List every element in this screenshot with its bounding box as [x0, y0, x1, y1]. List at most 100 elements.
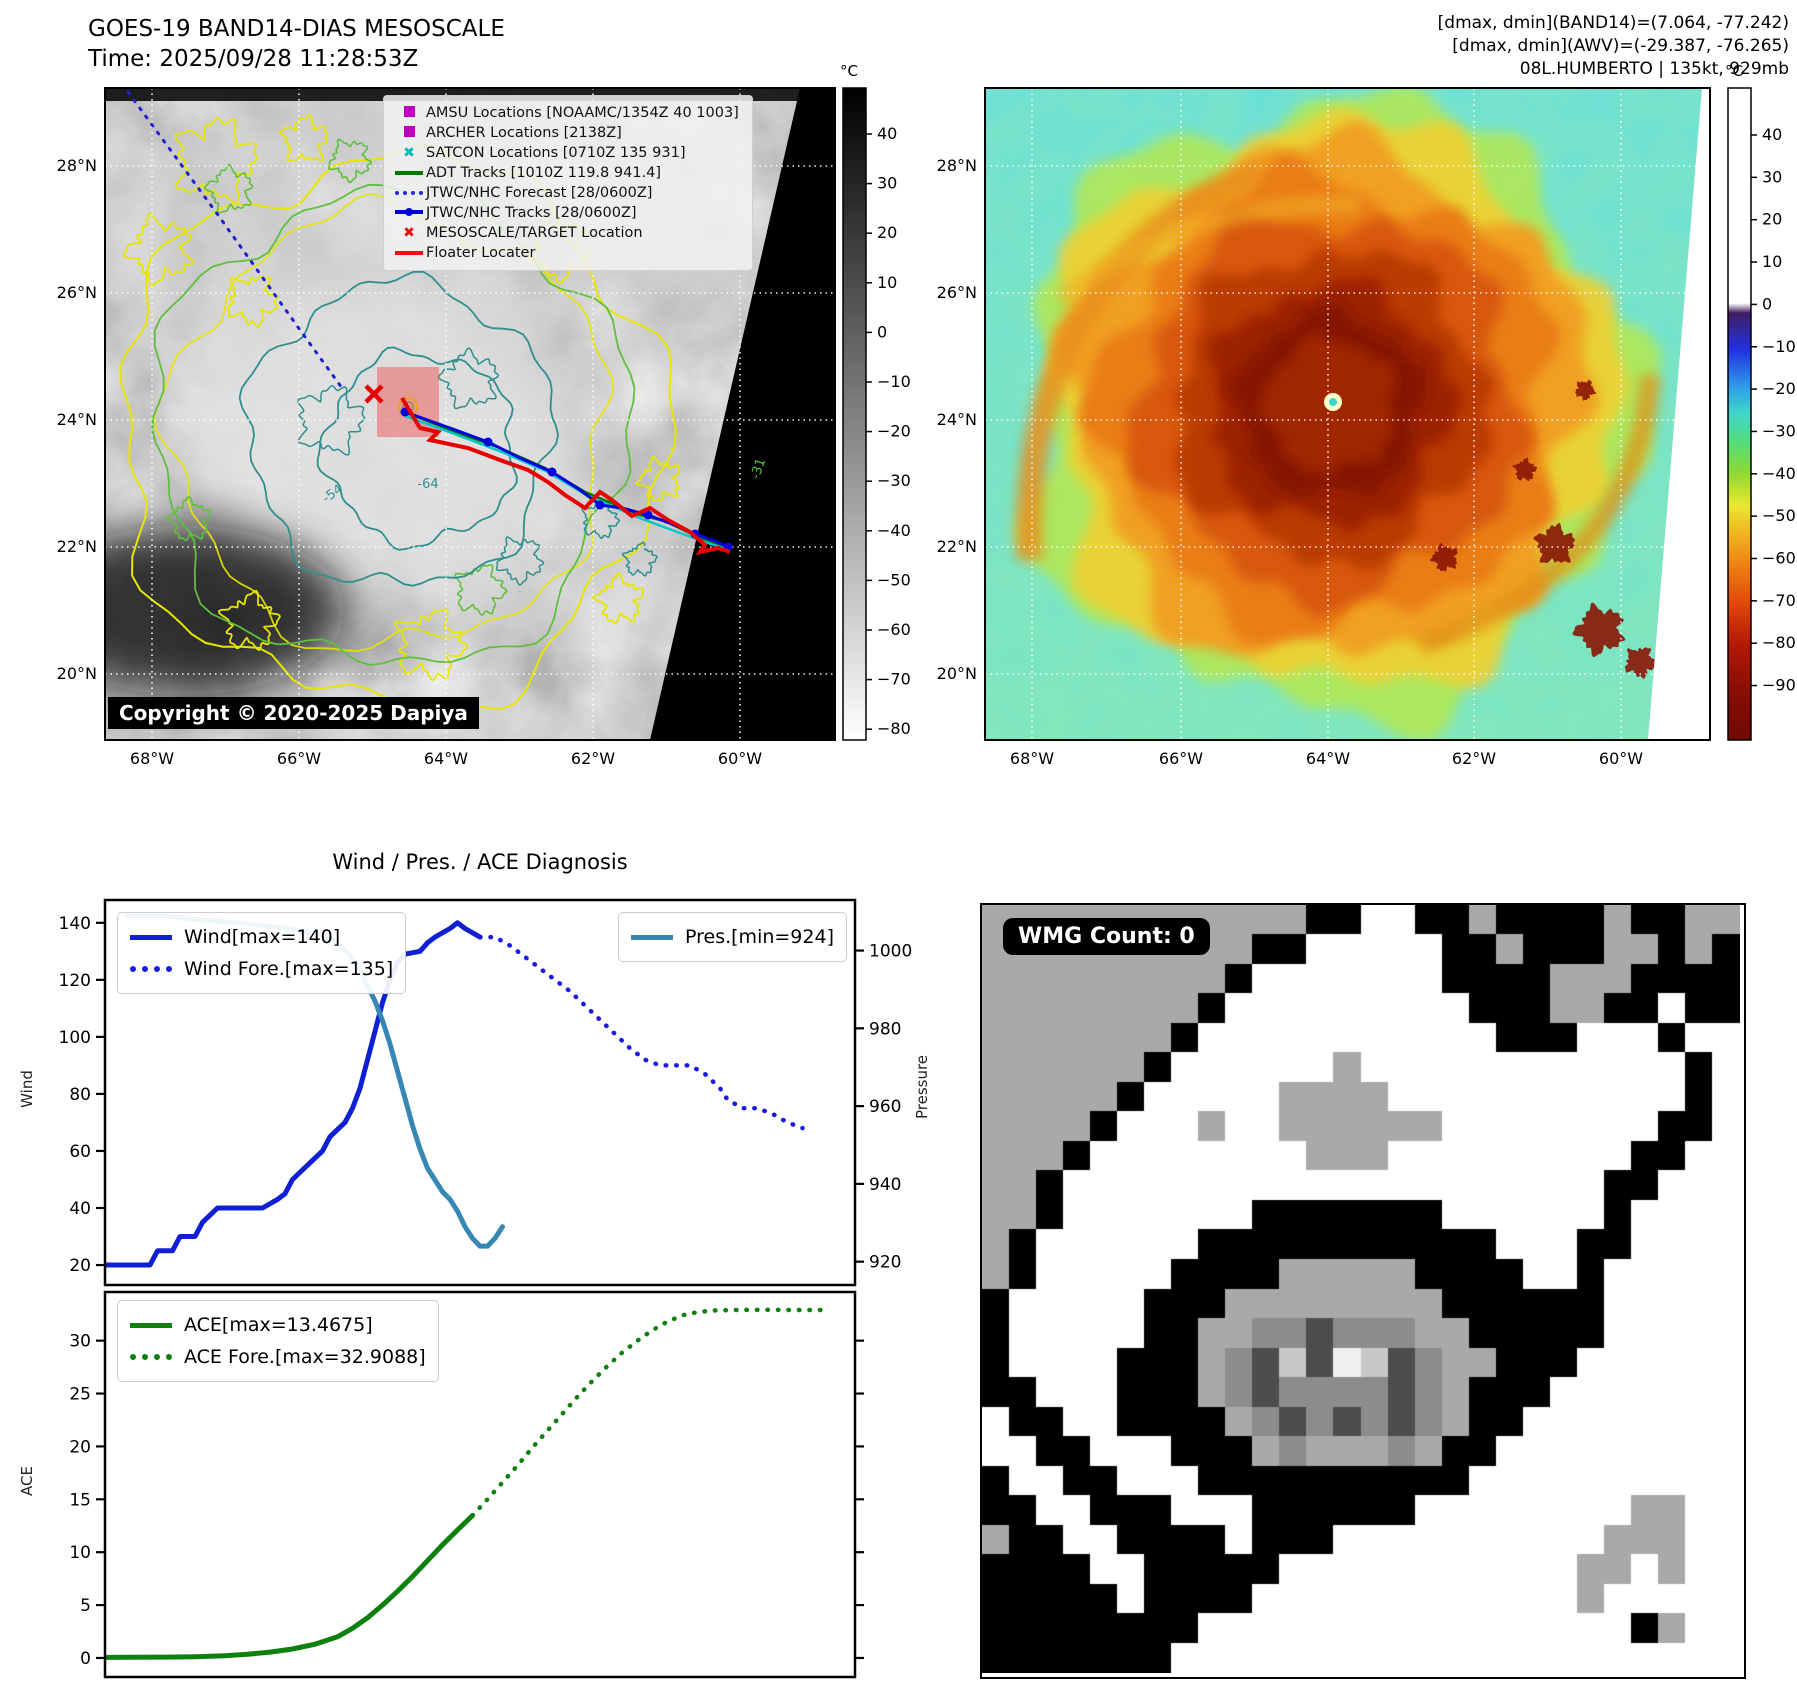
wmg-pixel-image	[982, 905, 1740, 1673]
line-marker-icon	[392, 245, 426, 261]
legend-label: Floater Locater	[426, 245, 536, 261]
diagnosis-title: Wind / Pres. / ACE Diagnosis	[332, 850, 628, 874]
legend-label: AMSU Locations [NOAAMC/1354Z 40 1003]	[426, 105, 739, 121]
lon-label: 64°W	[1306, 749, 1350, 768]
y-tick-label: 40	[69, 1199, 91, 1219]
legend-item: ACE Fore.[max=32.9088]	[130, 1341, 426, 1373]
lat-label: 22°N	[937, 537, 977, 556]
ir-colorbar-title: °C	[1725, 62, 1743, 80]
lat-label: 28°N	[57, 156, 97, 175]
legend-label: JTWC/NHC Forecast [28/0600Z]	[426, 185, 653, 201]
legend-label: Wind Fore.[max=135]	[184, 958, 394, 980]
ace-forecast-sample	[130, 1354, 172, 1360]
legend-item-target: ✖ MESOSCALE/TARGET Location	[392, 223, 744, 243]
colorbar-tick-label: 20	[1762, 210, 1782, 229]
wind-chart-legend: Wind[max=140] Wind Fore.[max=135]	[117, 912, 407, 994]
lon-label: 60°W	[718, 749, 762, 768]
contour-label: -31	[748, 457, 769, 482]
y-tick-label: 60	[69, 1142, 91, 1162]
colorbar-tick-label: −80	[877, 719, 911, 738]
legend-label: Wind[max=140]	[184, 926, 341, 948]
hurricane-eye	[1324, 393, 1342, 411]
colorbar-tick-label: 30	[877, 174, 897, 193]
legend-label: ADT Tracks [1010Z 119.8 941.4]	[426, 165, 662, 181]
y-tick-label: 15	[69, 1490, 91, 1510]
y-tick-label: 140	[59, 914, 91, 934]
ir-frame	[984, 87, 1711, 741]
x-marker-icon: ✖	[403, 225, 415, 241]
colorbar-tick-label: 40	[877, 124, 897, 143]
colorbar-tick-label: −70	[1762, 591, 1796, 610]
satcon-track	[404, 414, 727, 551]
colorbar-tick-label: 0	[1762, 294, 1772, 313]
y-tick-label: 20	[69, 1256, 91, 1276]
legend-label: ACE Fore.[max=32.9088]	[184, 1346, 426, 1368]
figure-title: GOES-19 BAND14-DIAS MESOSCALE	[88, 16, 505, 42]
lat-label: 24°N	[937, 410, 977, 429]
y-tick-label: 980	[869, 1019, 901, 1039]
wind-forecast-sample	[130, 966, 172, 972]
colorbar-tick-label: −20	[877, 422, 911, 441]
lat-label: 20°N	[57, 664, 97, 683]
legend-item: Pres.[min=924]	[631, 921, 834, 953]
ir-colorbar	[1727, 87, 1752, 741]
lon-label: 62°W	[571, 749, 615, 768]
square-marker-icon	[392, 105, 426, 121]
storm-id-intensity: 08L.HUMBERTO | 135kt, 929mb	[1519, 59, 1789, 79]
lat-label: 26°N	[937, 283, 977, 302]
legend-item: ACE[max=13.4675]	[130, 1309, 426, 1341]
y-tick-label: 960	[869, 1097, 901, 1117]
colorbar-tick-label: −30	[1762, 421, 1796, 440]
legend-item-floater: Floater Locater	[392, 243, 744, 263]
colorbar-tick-label: −50	[877, 570, 911, 589]
square-marker-icon	[392, 125, 426, 141]
wmg-count-badge: WMG Count: 0	[1003, 918, 1210, 955]
floater-track	[400, 396, 731, 556]
colorbar-tick-label: 40	[1762, 125, 1782, 144]
colorbar-tick-label: −60	[877, 620, 911, 639]
colorbar-tick-label: −50	[1762, 506, 1796, 525]
ir-image	[985, 88, 1710, 740]
lon-label: 68°W	[130, 749, 174, 768]
legend-label: MESOSCALE/TARGET Location	[426, 225, 643, 241]
colorbar-tick-label: −10	[1762, 337, 1796, 356]
x-marker-icon: ✖	[403, 145, 415, 161]
legend-label: ACE[max=13.4675]	[184, 1314, 373, 1336]
colorbar-tick-label: 30	[1762, 167, 1782, 186]
stat-awv-range: [dmax, dmin](AWV)=(-29.387, -76.265)	[1452, 36, 1789, 56]
legend-item-archer: ARCHER Locations [2138Z]	[392, 123, 744, 143]
colorbar-tick-label: −80	[1762, 633, 1796, 652]
dotted-line-marker-icon	[392, 185, 426, 201]
mesoscale-target-box	[377, 367, 439, 437]
colorbar-tick-label: −90	[1762, 676, 1796, 695]
wmg-panel	[980, 903, 1746, 1679]
lon-label: 66°W	[1159, 749, 1203, 768]
copyright-badge: Copyright © 2020-2025 Dapiya	[108, 697, 479, 729]
colorbar-tick-label: −20	[1762, 379, 1796, 398]
legend-label: ARCHER Locations [2138Z]	[426, 125, 622, 141]
contour-label: -64	[417, 477, 438, 492]
colorbar-tick-label: −40	[1762, 464, 1796, 483]
lat-label: 20°N	[937, 664, 977, 683]
colorbar-tick-label: −40	[877, 521, 911, 540]
colorbar-tick-label: 20	[877, 223, 897, 242]
legend-label: JTWC/NHC Tracks [28/0600Z]	[426, 205, 637, 221]
y-tick-label: 0	[80, 1649, 91, 1669]
line-dot-marker-icon	[392, 205, 426, 221]
figure-timestamp: Time: 2025/09/28 11:28:53Z	[88, 46, 419, 72]
lon-label: 60°W	[1599, 749, 1643, 768]
y-tick-label: 25	[69, 1385, 91, 1405]
wind-axis-label: Wind	[17, 1070, 36, 1108]
y-tick-label: 940	[869, 1175, 901, 1195]
y-tick-label: 10	[69, 1543, 91, 1563]
y-tick-label: 5	[80, 1596, 91, 1616]
y-tick-label: 80	[69, 1085, 91, 1105]
jtwc-track	[404, 410, 729, 549]
pressure-chart-legend: Pres.[min=924]	[618, 912, 847, 962]
line-marker-icon	[392, 165, 426, 181]
pressure-axis-label: Pressure	[913, 1054, 932, 1120]
lat-label: 22°N	[57, 537, 97, 556]
legend-item: Wind Fore.[max=135]	[130, 953, 393, 985]
lat-label: 26°N	[57, 283, 97, 302]
